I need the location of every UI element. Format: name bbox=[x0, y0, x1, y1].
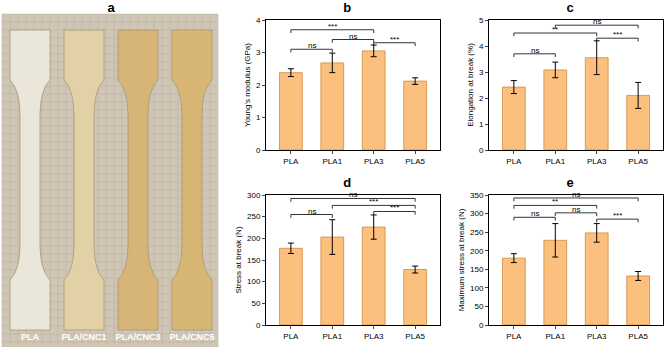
svg-text:PLA5: PLA5 bbox=[405, 332, 425, 341]
svg-text:150: 150 bbox=[470, 265, 484, 274]
svg-text:50: 50 bbox=[474, 302, 483, 311]
svg-text:ns: ns bbox=[349, 32, 357, 41]
svg-text:200: 200 bbox=[247, 234, 261, 243]
svg-text:PLA5: PLA5 bbox=[405, 157, 425, 166]
svg-text:PLA/CNC3: PLA/CNC3 bbox=[115, 332, 160, 342]
svg-text:ns: ns bbox=[593, 17, 601, 26]
svg-text:Young's modulus (GPa): Young's modulus (GPa) bbox=[243, 43, 252, 127]
svg-text:PLA: PLA bbox=[21, 332, 40, 342]
svg-text:0: 0 bbox=[479, 321, 484, 330]
svg-text:4: 4 bbox=[479, 42, 484, 51]
svg-text:1: 1 bbox=[479, 120, 484, 129]
svg-text:300: 300 bbox=[247, 191, 261, 200]
svg-text:ns: ns bbox=[531, 209, 539, 218]
svg-text:PLA5: PLA5 bbox=[628, 332, 648, 341]
svg-text:PLA: PLA bbox=[283, 157, 299, 166]
svg-text:PLA1: PLA1 bbox=[323, 332, 343, 341]
svg-text:4: 4 bbox=[256, 16, 261, 25]
svg-text:250: 250 bbox=[470, 228, 484, 237]
svg-text:PLA3: PLA3 bbox=[364, 332, 384, 341]
svg-text:350: 350 bbox=[470, 191, 484, 200]
svg-text:**: ** bbox=[552, 25, 558, 34]
svg-text:***: *** bbox=[613, 211, 622, 220]
svg-text:ns: ns bbox=[572, 190, 580, 199]
svg-text:PLA1: PLA1 bbox=[546, 332, 566, 341]
svg-text:100: 100 bbox=[470, 284, 484, 293]
svg-text:50: 50 bbox=[251, 299, 260, 308]
svg-text:5: 5 bbox=[479, 16, 484, 25]
svg-text:ns: ns bbox=[308, 207, 316, 216]
svg-text:ns: ns bbox=[531, 46, 539, 55]
svg-text:**: ** bbox=[552, 197, 558, 206]
svg-text:2: 2 bbox=[256, 81, 261, 90]
svg-text:PLA1: PLA1 bbox=[323, 157, 343, 166]
svg-text:Elongation at break (%): Elongation at break (%) bbox=[466, 43, 475, 127]
svg-text:3: 3 bbox=[256, 48, 261, 57]
svg-text:100: 100 bbox=[247, 277, 261, 286]
svg-text:PLA5: PLA5 bbox=[628, 157, 648, 166]
svg-text:PLA: PLA bbox=[283, 332, 299, 341]
svg-text:PLA/CNC1: PLA/CNC1 bbox=[61, 332, 106, 342]
svg-text:300: 300 bbox=[470, 209, 484, 218]
svg-text:PLA: PLA bbox=[506, 157, 522, 166]
svg-text:ns: ns bbox=[308, 41, 316, 50]
svg-text:PLA3: PLA3 bbox=[587, 332, 607, 341]
svg-text:Maximum stress at break (N): Maximum stress at break (N) bbox=[457, 208, 466, 311]
svg-text:***: *** bbox=[369, 197, 378, 206]
svg-text:***: *** bbox=[328, 22, 337, 31]
svg-text:200: 200 bbox=[470, 247, 484, 256]
svg-text:PLA/CNC5: PLA/CNC5 bbox=[169, 332, 214, 342]
svg-text:***: *** bbox=[390, 203, 399, 212]
svg-text:b: b bbox=[343, 0, 351, 15]
svg-text:PLA3: PLA3 bbox=[587, 157, 607, 166]
svg-text:c: c bbox=[567, 0, 574, 15]
svg-text:0: 0 bbox=[256, 321, 261, 330]
svg-text:0: 0 bbox=[256, 146, 261, 155]
svg-text:1: 1 bbox=[256, 113, 261, 122]
svg-text:ns: ns bbox=[349, 190, 357, 199]
svg-text:250: 250 bbox=[247, 212, 261, 221]
svg-text:d: d bbox=[343, 175, 351, 190]
svg-text:PLA1: PLA1 bbox=[546, 157, 566, 166]
svg-text:a: a bbox=[107, 0, 115, 15]
svg-text:150: 150 bbox=[247, 256, 261, 265]
svg-text:ns: ns bbox=[572, 205, 580, 214]
svg-text:2: 2 bbox=[479, 94, 484, 103]
svg-text:***: *** bbox=[613, 30, 622, 39]
svg-text:PLA: PLA bbox=[506, 332, 522, 341]
svg-text:***: *** bbox=[390, 35, 399, 44]
svg-text:Stress at break (N): Stress at break (N) bbox=[234, 226, 243, 293]
svg-text:3: 3 bbox=[479, 68, 484, 77]
svg-text:PLA3: PLA3 bbox=[364, 157, 384, 166]
svg-text:0: 0 bbox=[479, 146, 484, 155]
svg-text:e: e bbox=[567, 175, 574, 190]
